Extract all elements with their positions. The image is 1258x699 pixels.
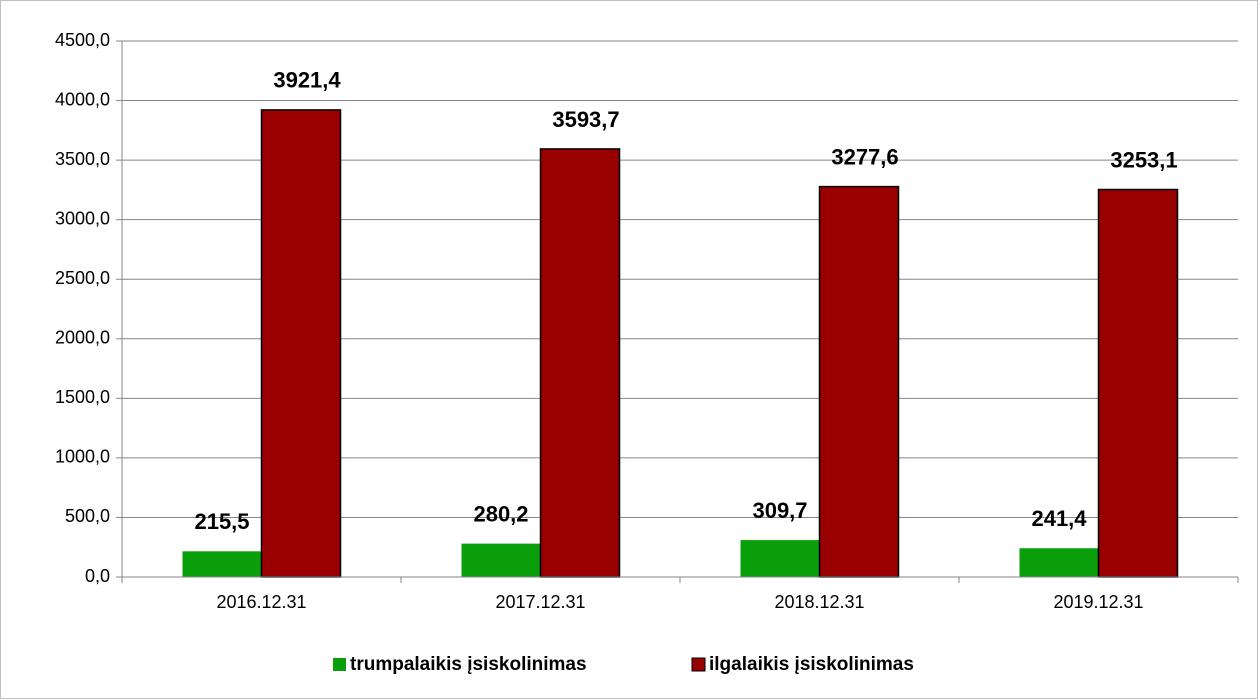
legend-marker [333, 658, 346, 671]
bar [461, 543, 541, 577]
y-tick-label: 4500,0 [55, 30, 110, 50]
y-tick-label: 2000,0 [55, 328, 110, 348]
y-tick-label: 4000,0 [55, 89, 110, 109]
x-tick-label: 2018.12.31 [774, 592, 864, 612]
y-tick-label: 1000,0 [55, 447, 110, 467]
y-tick-label: 3500,0 [55, 149, 110, 169]
data-label: 215,5 [194, 509, 249, 534]
legend-marker [691, 657, 706, 672]
data-label: 280,2 [473, 501, 528, 526]
x-tick-label: 2016.12.31 [216, 592, 306, 612]
bar [260, 109, 342, 578]
y-tick-label: 1500,0 [55, 387, 110, 407]
bar [740, 540, 820, 577]
y-tick-label: 3000,0 [55, 208, 110, 228]
y-tick-label: 2500,0 [55, 268, 110, 288]
y-tick-label: 500,0 [65, 506, 110, 526]
bar [539, 148, 621, 578]
x-tick-label: 2017.12.31 [495, 592, 585, 612]
legend-label: ilgalaikis įsiskolinimas [709, 654, 914, 675]
bar [182, 551, 262, 577]
data-label: 3593,7 [552, 107, 619, 132]
data-label: 3253,1 [1110, 147, 1177, 172]
data-label: 3921,4 [273, 68, 341, 93]
data-label: 309,7 [752, 498, 807, 523]
y-tick-label: 0,0 [85, 566, 110, 586]
bar [1097, 188, 1179, 578]
bar [1019, 548, 1099, 577]
legend-label: trumpalaikis įsiskolinimas [350, 654, 587, 675]
bar [818, 185, 900, 578]
x-tick-label: 2019.12.31 [1053, 592, 1143, 612]
data-label: 3277,6 [831, 144, 898, 169]
data-label: 241,4 [1031, 506, 1087, 531]
